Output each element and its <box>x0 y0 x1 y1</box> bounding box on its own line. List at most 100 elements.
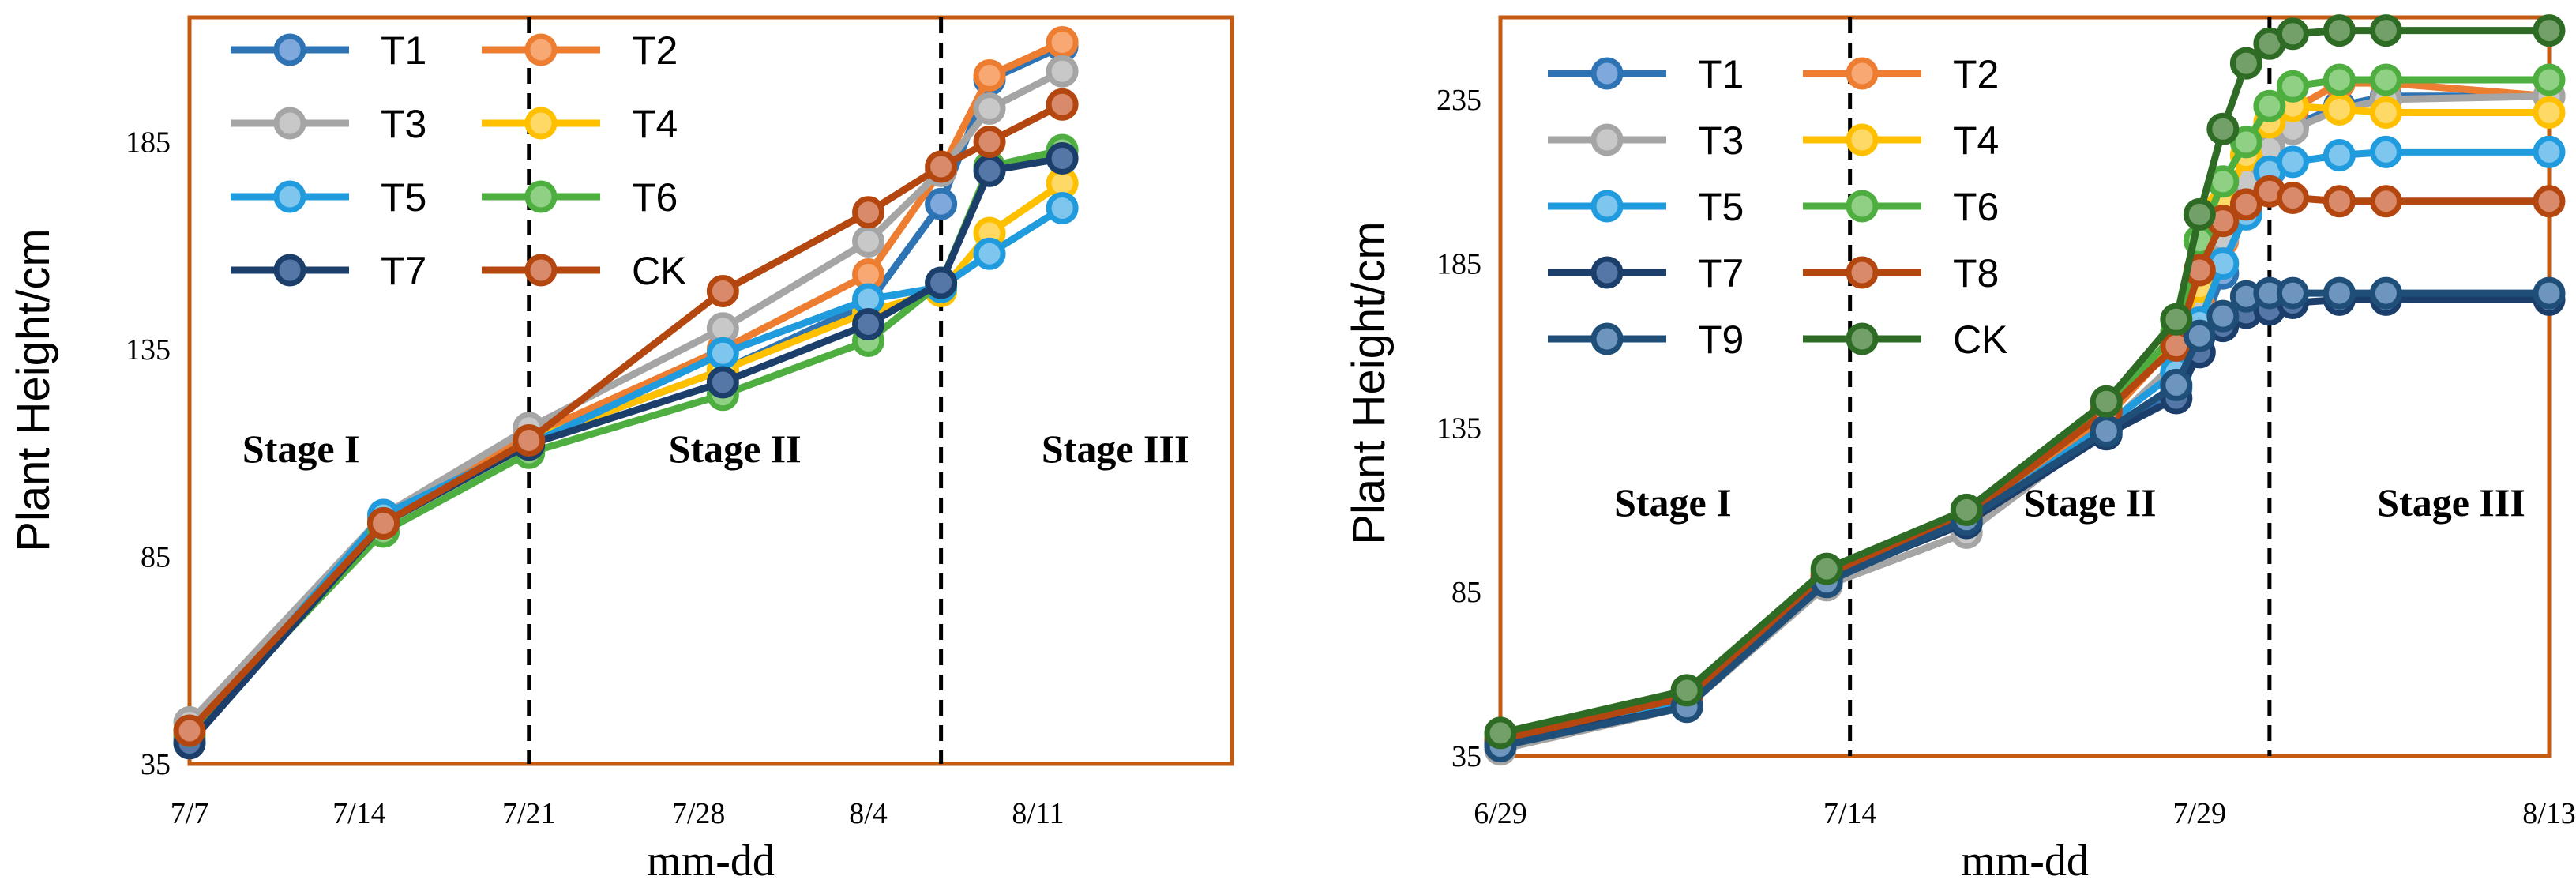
legend-swatch-marker <box>273 254 306 287</box>
data-point <box>2090 385 2123 418</box>
legend-label: T9 <box>1698 318 1744 362</box>
legend-label: T5 <box>1698 185 1744 229</box>
legend-label: T1 <box>381 28 426 73</box>
data-point <box>1950 493 1983 526</box>
legend-swatch-marker <box>524 180 558 213</box>
y-tick-label: 235 <box>1436 84 1481 117</box>
y-tick-label: 135 <box>126 333 171 367</box>
data-point <box>173 714 206 747</box>
legend-swatch-marker <box>1590 123 1624 156</box>
legend: T1 T2 T3 T4 T5 T6 T7 CK <box>231 28 686 293</box>
data-point <box>925 150 958 183</box>
legend-swatch-marker <box>524 33 558 66</box>
x-tick-label: 8/11 <box>1012 797 1064 830</box>
legend-swatch-marker <box>1590 57 1624 90</box>
data-point <box>973 154 1006 187</box>
y-axis-label: Plant Height/cm <box>1343 221 1395 544</box>
data-point <box>1810 552 1843 585</box>
legend-item: T8 <box>1803 251 1999 295</box>
legend-item: T5 <box>1548 185 1744 229</box>
data-point <box>2369 63 2402 96</box>
data-point <box>2323 139 2356 172</box>
data-point <box>706 366 739 399</box>
legend-item: T6 <box>1803 185 1999 229</box>
stage-label: Stage III <box>1042 427 1190 471</box>
data-point <box>1046 55 1079 88</box>
data-point <box>2276 17 2309 51</box>
legend-swatch-marker <box>1846 190 1879 223</box>
data-point <box>2160 368 2193 401</box>
x-tick-label: 6/29 <box>1474 797 1527 830</box>
data-point <box>1484 716 1517 750</box>
legend-item: T4 <box>1803 118 1999 163</box>
data-point <box>2533 135 2566 168</box>
x-tick-label: 8/13 <box>2522 797 2576 830</box>
legend-item: T3 <box>1548 118 1744 163</box>
legend-label: T4 <box>1953 118 1999 163</box>
legend-item: CK <box>1803 318 2007 362</box>
data-point <box>2090 415 2123 448</box>
series-ck <box>173 88 1079 747</box>
legend-label: T1 <box>1698 52 1744 96</box>
data-point <box>2229 188 2262 221</box>
chart-left: 35 85 135 185 7/7 7/14 7/21 7/28 8/4 8/11 Plant He… <box>8 15 1234 886</box>
y-tick-label: 35 <box>141 748 171 781</box>
x-tick-label: 7/21 <box>502 797 556 830</box>
data-point <box>513 424 546 457</box>
x-tick-label: 7/7 <box>171 797 209 830</box>
data-point <box>1046 192 1079 224</box>
legend-item: T5 <box>231 175 426 220</box>
data-point <box>852 196 885 229</box>
data-point <box>973 59 1006 92</box>
legend-swatch-marker <box>1846 256 1879 289</box>
data-point <box>2533 96 2566 130</box>
legend-item: T7 <box>231 249 426 293</box>
data-point <box>2323 14 2356 47</box>
data-point <box>367 507 400 540</box>
data-point <box>706 275 739 307</box>
legend-item: T2 <box>1803 52 1999 96</box>
chart-right: 35 85 135 185 235 6/29 7/14 7/29 8/13 Plant Heigh… <box>1343 14 2576 886</box>
data-point <box>852 308 885 340</box>
legend-swatch-marker <box>1846 123 1879 156</box>
legend-item: T1 <box>231 28 426 73</box>
data-point <box>973 237 1006 270</box>
data-point <box>2533 276 2566 310</box>
x-tick-label: 8/4 <box>849 797 888 830</box>
x-axis-label: mm-dd <box>1961 837 2089 886</box>
plot-area <box>1498 15 2552 758</box>
data-point <box>2276 276 2309 310</box>
data-point <box>1046 142 1079 175</box>
legend-label: T2 <box>632 28 678 73</box>
data-point <box>2160 303 2193 336</box>
legend-label: T3 <box>1698 118 1744 163</box>
legend-item: CK <box>482 249 686 293</box>
data-point <box>2369 135 2402 168</box>
legend-label: T3 <box>381 102 426 146</box>
legend-swatch-marker <box>1846 57 1879 90</box>
legend-label: T7 <box>381 249 426 293</box>
legend-item: T9 <box>1548 318 1744 362</box>
data-point <box>706 337 739 370</box>
data-point <box>2533 63 2566 96</box>
legend-item: T4 <box>482 102 678 146</box>
legend-swatch-marker <box>524 107 558 140</box>
legend-swatch-marker <box>1590 256 1624 289</box>
legend-label: T8 <box>1953 251 1999 295</box>
stage-label: Stage I <box>1614 480 1732 525</box>
x-tick-label: 7/14 <box>332 797 386 830</box>
data-point <box>2369 14 2402 47</box>
x-tick-label: 7/28 <box>672 797 726 830</box>
data-point <box>2369 96 2402 130</box>
x-tick-label: 7/14 <box>1823 797 1877 830</box>
data-point <box>852 225 885 258</box>
stage-label: Stage I <box>242 427 360 471</box>
data-point <box>925 187 958 220</box>
series-ck <box>1484 14 2566 750</box>
legend-swatch-marker <box>1590 190 1624 223</box>
legend-label: T2 <box>1953 52 1999 96</box>
legend-item: T7 <box>1548 251 1744 295</box>
y-tick-label: 85 <box>1451 576 1481 609</box>
data-point <box>2276 145 2309 179</box>
data-point <box>2206 112 2240 145</box>
